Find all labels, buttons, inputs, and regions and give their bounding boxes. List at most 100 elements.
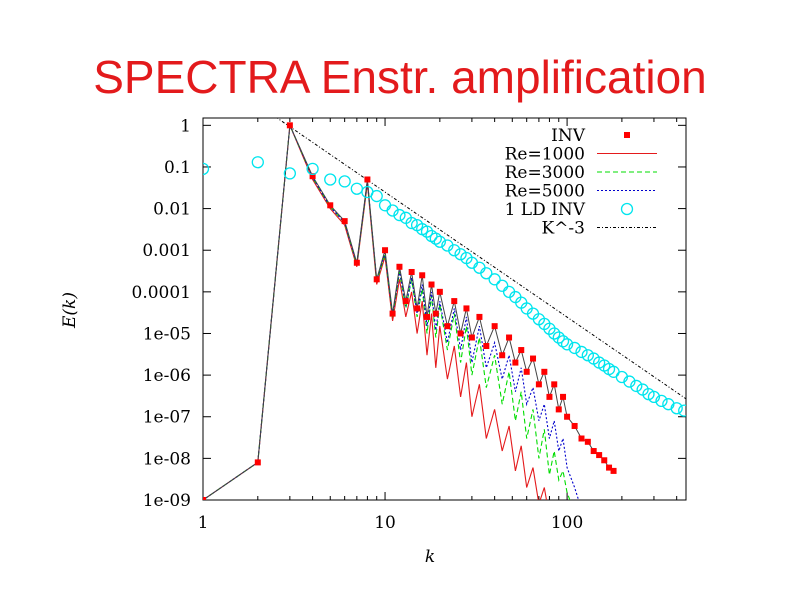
inv-point [203,497,206,500]
inv-point [512,359,519,366]
series-k-3 [276,118,686,400]
inv-point [463,305,470,312]
ld-inv-point [393,208,406,222]
legend-swatch-square [624,132,630,138]
series-inv [203,122,617,500]
inv-point [428,281,435,288]
inv-point [451,298,458,305]
inv-point [402,298,409,305]
ld-inv-point [306,162,319,176]
ld-inv-point [433,235,446,248]
ld-inv-point [647,390,661,404]
inv-point [423,313,430,320]
x-axis-label: k [425,547,435,567]
x-tick-label: 10 [374,513,396,533]
ld-inv-point [575,345,588,359]
y-tick-label: 0.01 [153,200,191,220]
ld-inv-point [623,375,636,388]
inv-point [286,122,293,129]
inv-point [499,352,506,359]
ld-inv-point [473,261,486,274]
inv-point [373,276,380,283]
ld-inv-point [560,338,574,351]
inv-point [396,263,403,270]
inv-point [457,330,464,337]
ld-inv-point [548,327,561,340]
legend-label: K^-3 [541,219,585,239]
inv-point [476,313,483,320]
inv-point [353,259,360,266]
k-3-line [276,118,686,400]
ld-inv-point [429,232,442,245]
inv-point [535,381,542,388]
ld-inv-point [552,331,565,344]
legend-swatch-circle [620,202,634,216]
y-tick-label: 1e-07 [143,408,191,428]
inv-point [468,334,475,341]
y-tick-label: 0.0001 [132,283,191,303]
inv-point [327,202,334,209]
legend-label: INV [551,126,586,146]
ld-inv-point [670,402,683,415]
ld-inv-point [581,349,594,362]
inv-point [606,464,613,471]
series-1-ld-inv [203,156,686,417]
inv-point [506,334,513,341]
ld-inv-point [251,156,264,169]
inv-point [530,355,537,362]
ld-inv-point [378,199,392,212]
slide-title: SPECTRA Enstr. amplification [93,51,707,103]
y-tick-label: 0.1 [164,158,191,178]
ld-inv-point [324,173,337,186]
y-axis-label: E(k) [60,292,80,329]
inv-point [382,247,389,254]
inv-point [389,310,396,317]
ld-inv-point [630,379,643,393]
inv-point [551,381,558,388]
inv-point [436,288,443,295]
inv-point [309,173,316,180]
re-3000-line [203,125,571,500]
ld-inv-point [488,273,501,286]
inv-point [560,393,567,400]
y-tick-label: 1e-08 [143,449,191,469]
inv-point [414,305,421,312]
ld-inv-point [405,216,418,230]
inv-point [610,467,617,474]
inv-point [555,406,562,413]
inv-point [341,218,348,225]
inv-point [518,347,525,354]
inv-point [419,272,426,279]
inv-point [483,343,490,350]
y-tick-label: 1e-06 [143,366,191,386]
inv-point [584,438,591,445]
inv-point [571,422,578,429]
y-tick-label: 1e-09 [143,491,191,511]
ld-inv-point [480,267,493,280]
ld-inv-point [678,404,686,417]
inv-point [523,368,530,375]
y-tick-label: 0.001 [142,241,191,261]
inv-point [408,268,415,275]
inv-point [432,310,439,317]
legend-label: 1 LD INV [505,200,586,220]
ld-inv-point [386,204,399,217]
inv-point [564,413,571,420]
ld-inv-point [203,162,210,176]
ld-inv-point [556,335,570,348]
ld-inv-point [543,322,556,335]
inv-point [596,452,603,459]
ld-inv-point [338,175,351,188]
y-tick-label: 1e-05 [143,324,191,344]
x-tick-label: 1 [198,513,209,533]
inv-point [578,435,585,442]
ld-inv-point [448,244,461,257]
ld-inv-point [370,189,383,203]
inv-point [546,393,553,400]
ld-inv-point [496,279,509,292]
inv-point [254,459,261,466]
ld-inv-point [350,182,363,195]
legend-label: Re=1000 [505,145,585,165]
inv-point [590,448,597,455]
